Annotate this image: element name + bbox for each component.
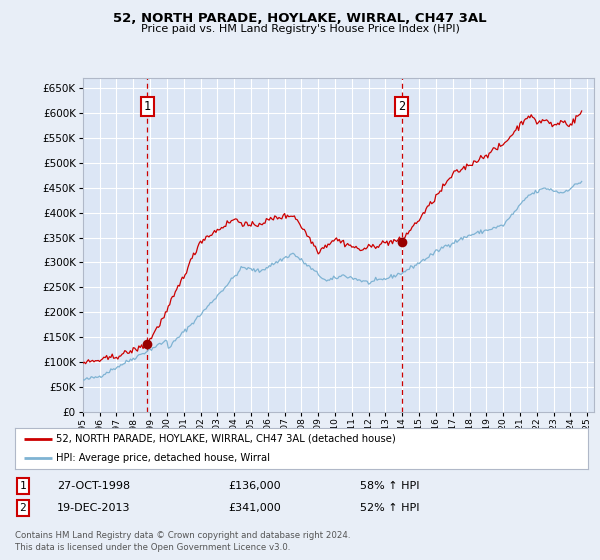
- Text: 1: 1: [19, 481, 26, 491]
- Text: 1: 1: [143, 100, 151, 113]
- Text: 19-DEC-2013: 19-DEC-2013: [57, 503, 131, 513]
- Text: Contains HM Land Registry data © Crown copyright and database right 2024.
This d: Contains HM Land Registry data © Crown c…: [15, 531, 350, 552]
- Text: Price paid vs. HM Land Registry's House Price Index (HPI): Price paid vs. HM Land Registry's House …: [140, 24, 460, 34]
- Text: £136,000: £136,000: [228, 481, 281, 491]
- Text: 52, NORTH PARADE, HOYLAKE, WIRRAL, CH47 3AL: 52, NORTH PARADE, HOYLAKE, WIRRAL, CH47 …: [113, 12, 487, 25]
- Text: HPI: Average price, detached house, Wirral: HPI: Average price, detached house, Wirr…: [56, 452, 270, 463]
- Text: £341,000: £341,000: [228, 503, 281, 513]
- Text: 27-OCT-1998: 27-OCT-1998: [57, 481, 130, 491]
- Text: 2: 2: [398, 100, 405, 113]
- Text: 52% ↑ HPI: 52% ↑ HPI: [360, 503, 419, 513]
- Text: 58% ↑ HPI: 58% ↑ HPI: [360, 481, 419, 491]
- Text: 52, NORTH PARADE, HOYLAKE, WIRRAL, CH47 3AL (detached house): 52, NORTH PARADE, HOYLAKE, WIRRAL, CH47 …: [56, 434, 396, 444]
- Text: 2: 2: [19, 503, 26, 513]
